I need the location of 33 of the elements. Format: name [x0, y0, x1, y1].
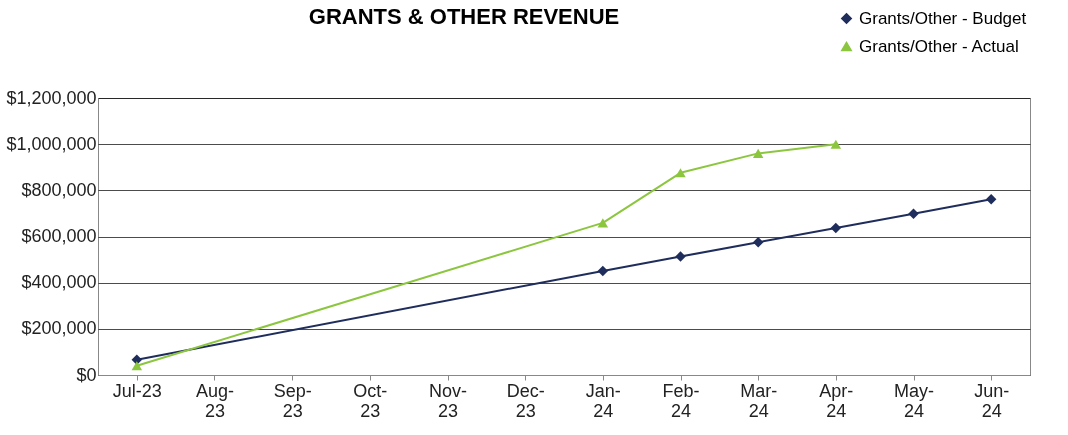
- point: [597, 265, 609, 277]
- y-tick-label: $0: [76, 364, 97, 385]
- x-tick-label: Dec-23: [506, 380, 545, 421]
- x-tick-label: Jun-24: [974, 380, 1010, 421]
- point: [752, 237, 764, 248]
- y-tick-label: $800,000: [21, 179, 97, 200]
- x-tick-label: Mar-24: [740, 380, 778, 421]
- x-tick-label: Jul-23: [112, 380, 162, 401]
- x-tick-label: Aug-23: [195, 380, 235, 421]
- y-tick-label: $1,200,000: [6, 87, 97, 108]
- point: [131, 361, 143, 371]
- y-tick-label: $1,000,000: [6, 133, 97, 154]
- x-tick-label: Sep-23: [273, 380, 312, 421]
- point: [675, 168, 686, 178]
- y-tick-label: $400,000: [21, 272, 97, 293]
- x-tick-label: Oct-23: [353, 380, 388, 421]
- point: [752, 148, 764, 158]
- x-tick-label: Jan-24: [585, 380, 621, 421]
- x-tick-label: Nov-23: [428, 380, 468, 421]
- y-tick-label: $200,000: [21, 318, 97, 339]
- y-tick-label: $600,000: [21, 226, 97, 246]
- point: [985, 194, 997, 205]
- x-tick-label: Apr-24: [819, 380, 854, 421]
- point: [908, 208, 919, 219]
- x-tick-label: May-24: [894, 380, 934, 421]
- point: [597, 218, 609, 228]
- point: [830, 139, 842, 149]
- legend-label: Grants/Other - Actual: [859, 36, 1019, 56]
- point: [675, 251, 686, 262]
- chart-title: GRANTS & OTHER REVENUE: [308, 4, 620, 29]
- point: [830, 222, 842, 234]
- legend-label: Grants/Other - Budget: [859, 8, 1027, 28]
- x-tick-label: Feb-24: [662, 380, 700, 421]
